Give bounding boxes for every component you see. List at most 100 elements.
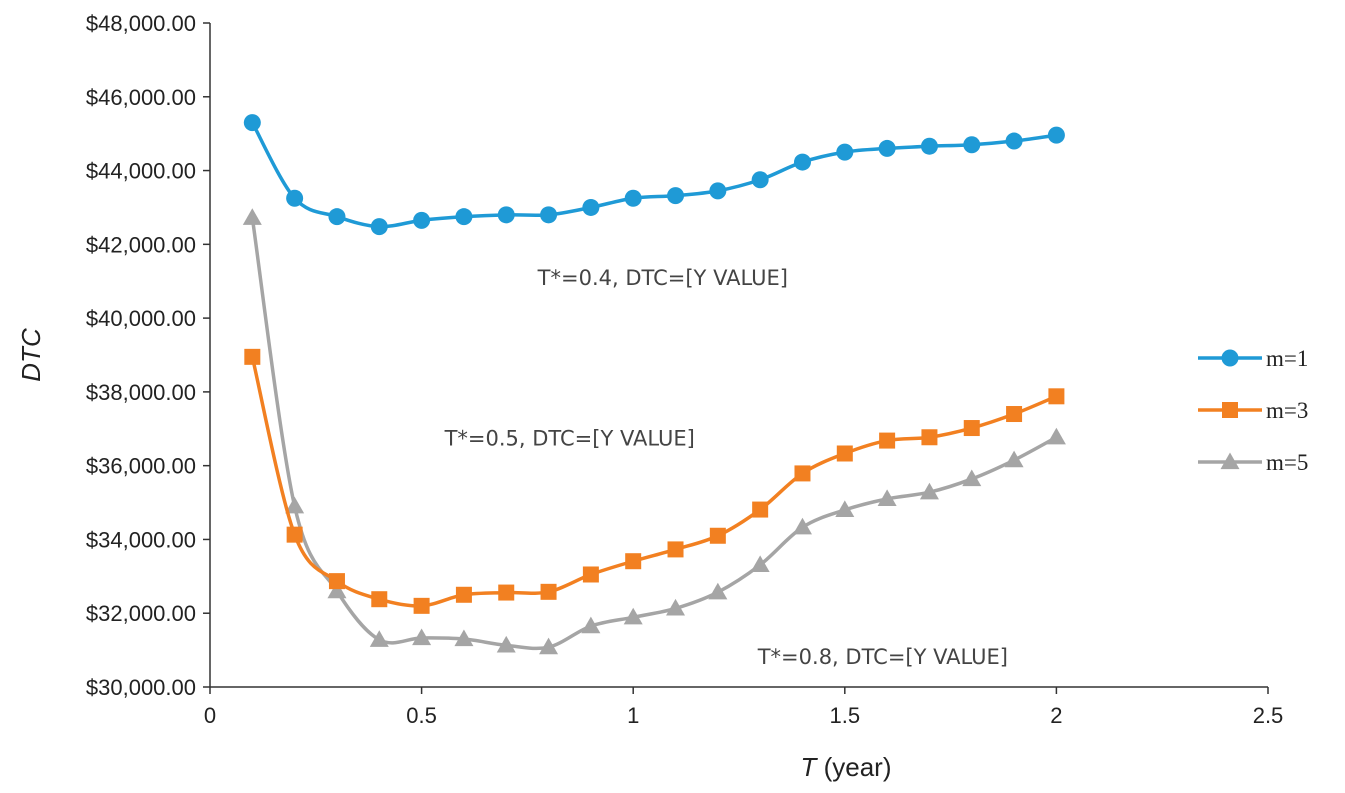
data-point (369, 630, 389, 647)
data-point (835, 500, 855, 518)
data-point (413, 597, 430, 614)
legend-item: m=5 (1198, 450, 1308, 475)
data-point (667, 187, 685, 205)
series-m=3 (244, 348, 1065, 614)
y-tick-label: $44,000.00 (86, 159, 196, 184)
data-point (285, 496, 305, 514)
data-point (328, 208, 346, 226)
data-point (455, 586, 472, 603)
data-point (667, 541, 684, 558)
y-ticks: $30,000.00 $32,000.00 $34,000.00 $36,000.00… (86, 11, 210, 700)
y-axis: $30,000.00 $32,000.00 $34,000.00 $36,000.00… (86, 11, 211, 700)
y-tick-label: $38,000.00 (86, 380, 196, 405)
legend-marker (1221, 349, 1239, 367)
x-tick-label: 2.5 (1253, 703, 1284, 728)
data-point (286, 526, 303, 543)
data-point (328, 573, 345, 590)
annotation-label: T*=0.4, DTC=[Y VALUE] (537, 266, 788, 290)
y-tick-label: $36,000.00 (86, 454, 196, 479)
data-point (540, 583, 557, 600)
data-point (963, 420, 980, 437)
data-point (1006, 406, 1023, 423)
data-point (412, 628, 432, 646)
y-tick-label: $46,000.00 (86, 85, 196, 110)
data-point (792, 517, 812, 535)
data-point (242, 208, 262, 225)
legend: m=1 m=3 m=5 (1198, 346, 1308, 475)
y-tick-label: $40,000.00 (86, 306, 196, 331)
y-tick-label: $30,000.00 (86, 675, 196, 700)
data-point (1048, 388, 1065, 405)
data-point (750, 555, 770, 573)
data-point (879, 432, 896, 449)
annotation-label: T*=0.8, DTC=[Y VALUE] (757, 645, 1008, 669)
data-point (455, 208, 473, 226)
data-point (327, 581, 347, 599)
data-point (963, 136, 981, 154)
legend-label: m=3 (1266, 398, 1308, 423)
data-point (920, 137, 938, 155)
data-point (921, 429, 938, 446)
y-tick-label: $42,000.00 (86, 232, 196, 257)
data-point (708, 582, 728, 600)
x-tick-label: 2 (1050, 703, 1062, 728)
data-point (919, 482, 939, 500)
data-point (666, 598, 686, 616)
data-point (539, 637, 559, 655)
data-point (286, 189, 304, 207)
data-point (751, 171, 769, 189)
data-point (1046, 427, 1066, 445)
legend-label: m=1 (1266, 346, 1308, 371)
data-point (497, 206, 515, 224)
data-point (581, 616, 601, 634)
legend-item: m=3 (1198, 398, 1308, 423)
data-point (794, 465, 811, 482)
data-point (877, 489, 897, 506)
data-point (540, 206, 558, 224)
y-tick-label: $32,000.00 (86, 601, 196, 626)
data-point (1047, 126, 1065, 144)
y-tick-label: $34,000.00 (86, 527, 196, 552)
series-layer (242, 114, 1066, 655)
data-point (1004, 450, 1024, 468)
x-tick-label: 0.5 (406, 703, 437, 728)
series-line (250, 356, 1058, 608)
x-tick-label: 0 (204, 703, 216, 728)
data-point (370, 218, 388, 236)
x-tick-label: 1.5 (830, 703, 861, 728)
y-axis-title: DTC (16, 328, 46, 382)
x-axis-title: T (year) (800, 752, 891, 782)
annotation-layer: T*=0.4, DTC=[Y VALUE] T*=0.5, DTC=[Y VALU… (444, 266, 1008, 669)
x-axis-title-italic: T (800, 752, 818, 782)
data-point (623, 607, 643, 625)
data-point (625, 553, 642, 570)
data-point (836, 143, 854, 161)
data-point (244, 348, 261, 365)
legend-marker (1220, 452, 1240, 470)
data-point (1005, 132, 1023, 150)
legend-label: m=5 (1266, 450, 1308, 475)
data-point (243, 114, 261, 132)
data-point (624, 189, 642, 207)
data-point (371, 591, 388, 608)
x-axis-title-unit: (year) (816, 752, 891, 782)
data-point (496, 635, 516, 653)
legend-marker (1222, 402, 1238, 418)
annotation-label: T*=0.5, DTC=[Y VALUE] (444, 426, 695, 450)
series-m=1 (243, 114, 1065, 236)
data-point (709, 527, 726, 544)
data-point (498, 584, 515, 601)
data-point (793, 153, 811, 171)
x-axis: 0 0.5 1 1.5 2 2.5 (204, 686, 1283, 728)
x-ticks: 0 0.5 1 1.5 2 2.5 (204, 687, 1283, 728)
series-line (250, 121, 1057, 229)
data-point (836, 445, 853, 462)
data-point (582, 566, 599, 583)
data-point (878, 139, 896, 157)
data-point (582, 198, 600, 216)
data-point (709, 182, 727, 200)
x-tick-label: 1 (627, 703, 639, 728)
series-m=5 (242, 208, 1066, 655)
data-point (962, 469, 982, 487)
